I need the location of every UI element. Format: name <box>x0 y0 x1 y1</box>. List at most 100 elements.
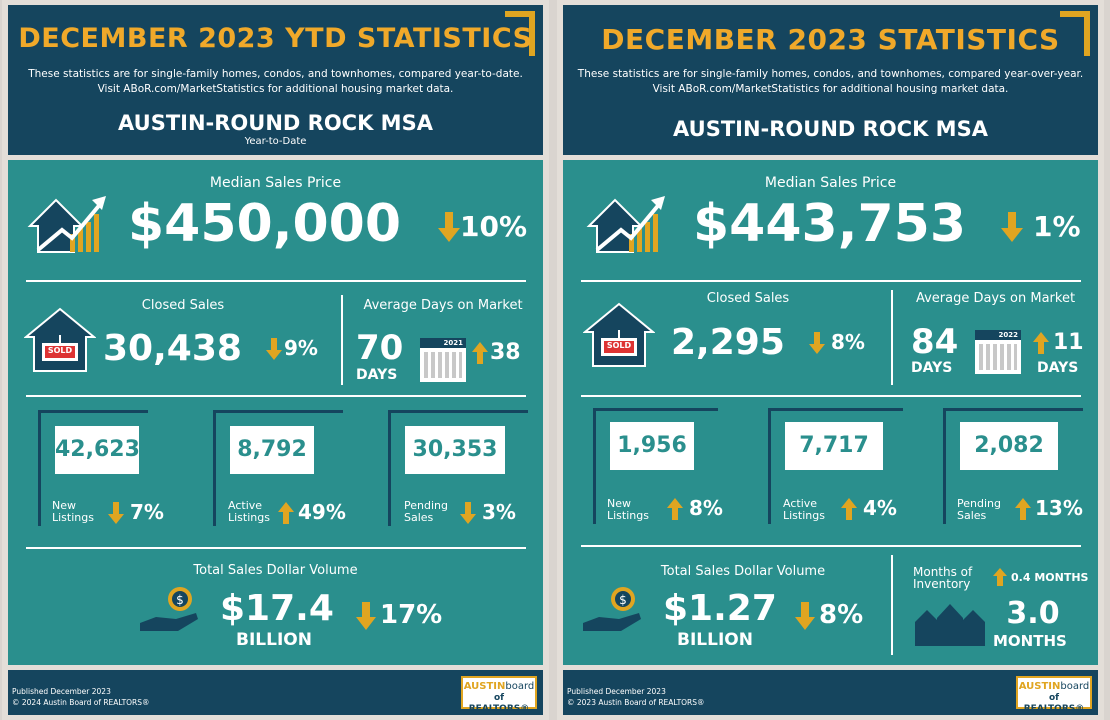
days-unit: DAYS <box>356 367 398 383</box>
page-title: DECEMBER 2023 YTD STATISTICS <box>18 23 533 54</box>
arrow-up-icon <box>1015 498 1031 520</box>
header-subtitle: These statistics are for single-family h… <box>563 67 1098 97</box>
sold-sign: SOLD <box>47 346 73 355</box>
days-change-unit: DAYS <box>1037 360 1079 376</box>
closed-sales-change: 8% <box>831 330 865 354</box>
calendar-icon: 2021 <box>420 338 466 382</box>
arrow-down-icon <box>795 602 815 630</box>
subtitle-line-1: These statistics are for single-family h… <box>28 68 523 80</box>
header-subtitle: These statistics are for single-family h… <box>8 67 543 97</box>
divider <box>26 280 526 282</box>
days-on-market-change: 38 <box>490 340 521 365</box>
new-listings-label: New Listings <box>52 499 94 524</box>
inventory-change: 0.4 MONTHS <box>1011 571 1089 584</box>
calendar-year: 2021 <box>420 338 466 348</box>
msa-title: AUSTIN-ROUND ROCK MSA <box>118 111 433 135</box>
active-listings-value: 7,717 <box>799 433 869 458</box>
pending-sales-sign: 30,353 <box>405 426 505 474</box>
inventory-label: Months of Inventory <box>913 565 973 591</box>
pending-sales-value: 30,353 <box>412 437 498 462</box>
arrow-down-icon <box>438 212 460 242</box>
stats-body: Median Sales Price $443,753 1% Closed Sa… <box>563 160 1098 665</box>
closed-sales-label: Closed Sales <box>706 291 790 306</box>
published-note: Published December 2023 © 2023 Austin Boa… <box>567 687 705 707</box>
closed-sales-change: 9% <box>284 336 318 360</box>
median-price-value: $450,000 <box>128 194 402 254</box>
header: DECEMBER 2023 YTD STATISTICS These stati… <box>8 5 543 155</box>
msa-title: AUSTIN-ROUND ROCK MSA <box>673 117 988 141</box>
days-on-market-label: Average Days on Market <box>915 291 1076 306</box>
arrow-down-icon <box>356 602 376 630</box>
sold-house-icon <box>24 307 96 372</box>
divider <box>891 290 893 385</box>
svg-text:$: $ <box>176 593 184 607</box>
arrow-up-icon <box>1033 332 1049 354</box>
days-on-market-label: Average Days on Market <box>363 298 523 313</box>
pending-sales-change: 13% <box>1035 496 1083 520</box>
published-note: Published December 2023 © 2024 Austin Boa… <box>12 687 150 707</box>
corner-accent <box>505 11 535 56</box>
pending-sales-label: Pending Sales <box>957 497 1001 522</box>
days-on-market-value: 84 <box>911 322 959 362</box>
new-listings-label: New Listings <box>607 497 649 522</box>
new-listings-value: 42,623 <box>55 437 140 462</box>
divider <box>581 545 1081 547</box>
new-listings-sign: 1,956 <box>610 422 694 470</box>
calendar-year: 2022 <box>975 330 1021 340</box>
active-listings-sign: 8,792 <box>230 426 314 474</box>
arrow-down-icon <box>266 338 282 360</box>
money-hand-icon: $ <box>140 587 198 631</box>
days-on-market-value: 70 <box>356 328 404 368</box>
active-listings-label: Active Listings <box>783 497 825 522</box>
houses-icon <box>915 604 985 646</box>
days-unit: DAYS <box>911 360 953 376</box>
money-hand-icon: $ <box>583 587 641 631</box>
sales-volume-value: $17.4 <box>220 588 334 629</box>
sales-volume-label: Total Sales Dollar Volume <box>660 564 826 579</box>
new-listings-change: 7% <box>130 500 164 524</box>
arrow-down-icon <box>1001 212 1023 242</box>
sold-house-icon <box>583 302 655 367</box>
median-price-change: 1% <box>1033 210 1081 243</box>
days-on-market-change: 11 <box>1053 330 1084 355</box>
arrow-up-icon <box>278 502 294 524</box>
calendar-icon: 2022 <box>975 330 1021 374</box>
sales-volume-value: $1.27 <box>663 588 777 629</box>
house-chart-icon <box>27 196 106 253</box>
median-price-value: $443,753 <box>693 194 967 254</box>
footer: Published December 2023 © 2023 Austin Boa… <box>563 670 1098 715</box>
arrow-down-icon <box>460 502 476 524</box>
arrow-down-icon <box>809 332 825 354</box>
new-listings-change: 8% <box>689 496 723 520</box>
inventory-value: 3.0 <box>1006 596 1060 631</box>
arrow-down-icon <box>108 502 124 524</box>
divider <box>581 280 1081 282</box>
closed-sales-label: Closed Sales <box>141 298 225 313</box>
closed-sales-value: 2,295 <box>671 322 785 363</box>
page-title: DECEMBER 2023 STATISTICS <box>601 23 1060 56</box>
divider <box>341 295 343 385</box>
svg-text:$: $ <box>619 593 627 607</box>
divider <box>891 555 893 655</box>
pending-sales-change: 3% <box>482 500 516 524</box>
sales-volume-change: 17% <box>380 600 443 630</box>
sales-volume-change: 8% <box>819 600 864 630</box>
period-label: Year-to-Date <box>244 136 307 147</box>
arrow-up-icon <box>667 498 683 520</box>
closed-sales-value: 30,438 <box>103 328 242 369</box>
new-listings-sign: 42,623 <box>55 426 140 474</box>
header: DECEMBER 2023 STATISTICS These statistic… <box>563 5 1098 155</box>
arrow-up-icon <box>841 498 857 520</box>
pending-sales-value: 2,082 <box>974 433 1044 458</box>
active-listings-change: 4% <box>863 496 897 520</box>
divider <box>581 395 1081 397</box>
sold-sign: SOLD <box>606 341 632 350</box>
new-listings-value: 1,956 <box>617 433 687 458</box>
inventory-unit: MONTHS <box>993 632 1067 650</box>
arrow-up-icon <box>472 342 488 364</box>
sales-volume-unit: BILLION <box>236 630 312 650</box>
abor-logo: AUSTINboard of REALTORS® <box>461 676 537 714</box>
ytd-infographic: DECEMBER 2023 YTD STATISTICS These stati… <box>2 0 549 720</box>
house-chart-icon <box>586 196 665 253</box>
pending-sales-label: Pending Sales <box>404 499 448 524</box>
